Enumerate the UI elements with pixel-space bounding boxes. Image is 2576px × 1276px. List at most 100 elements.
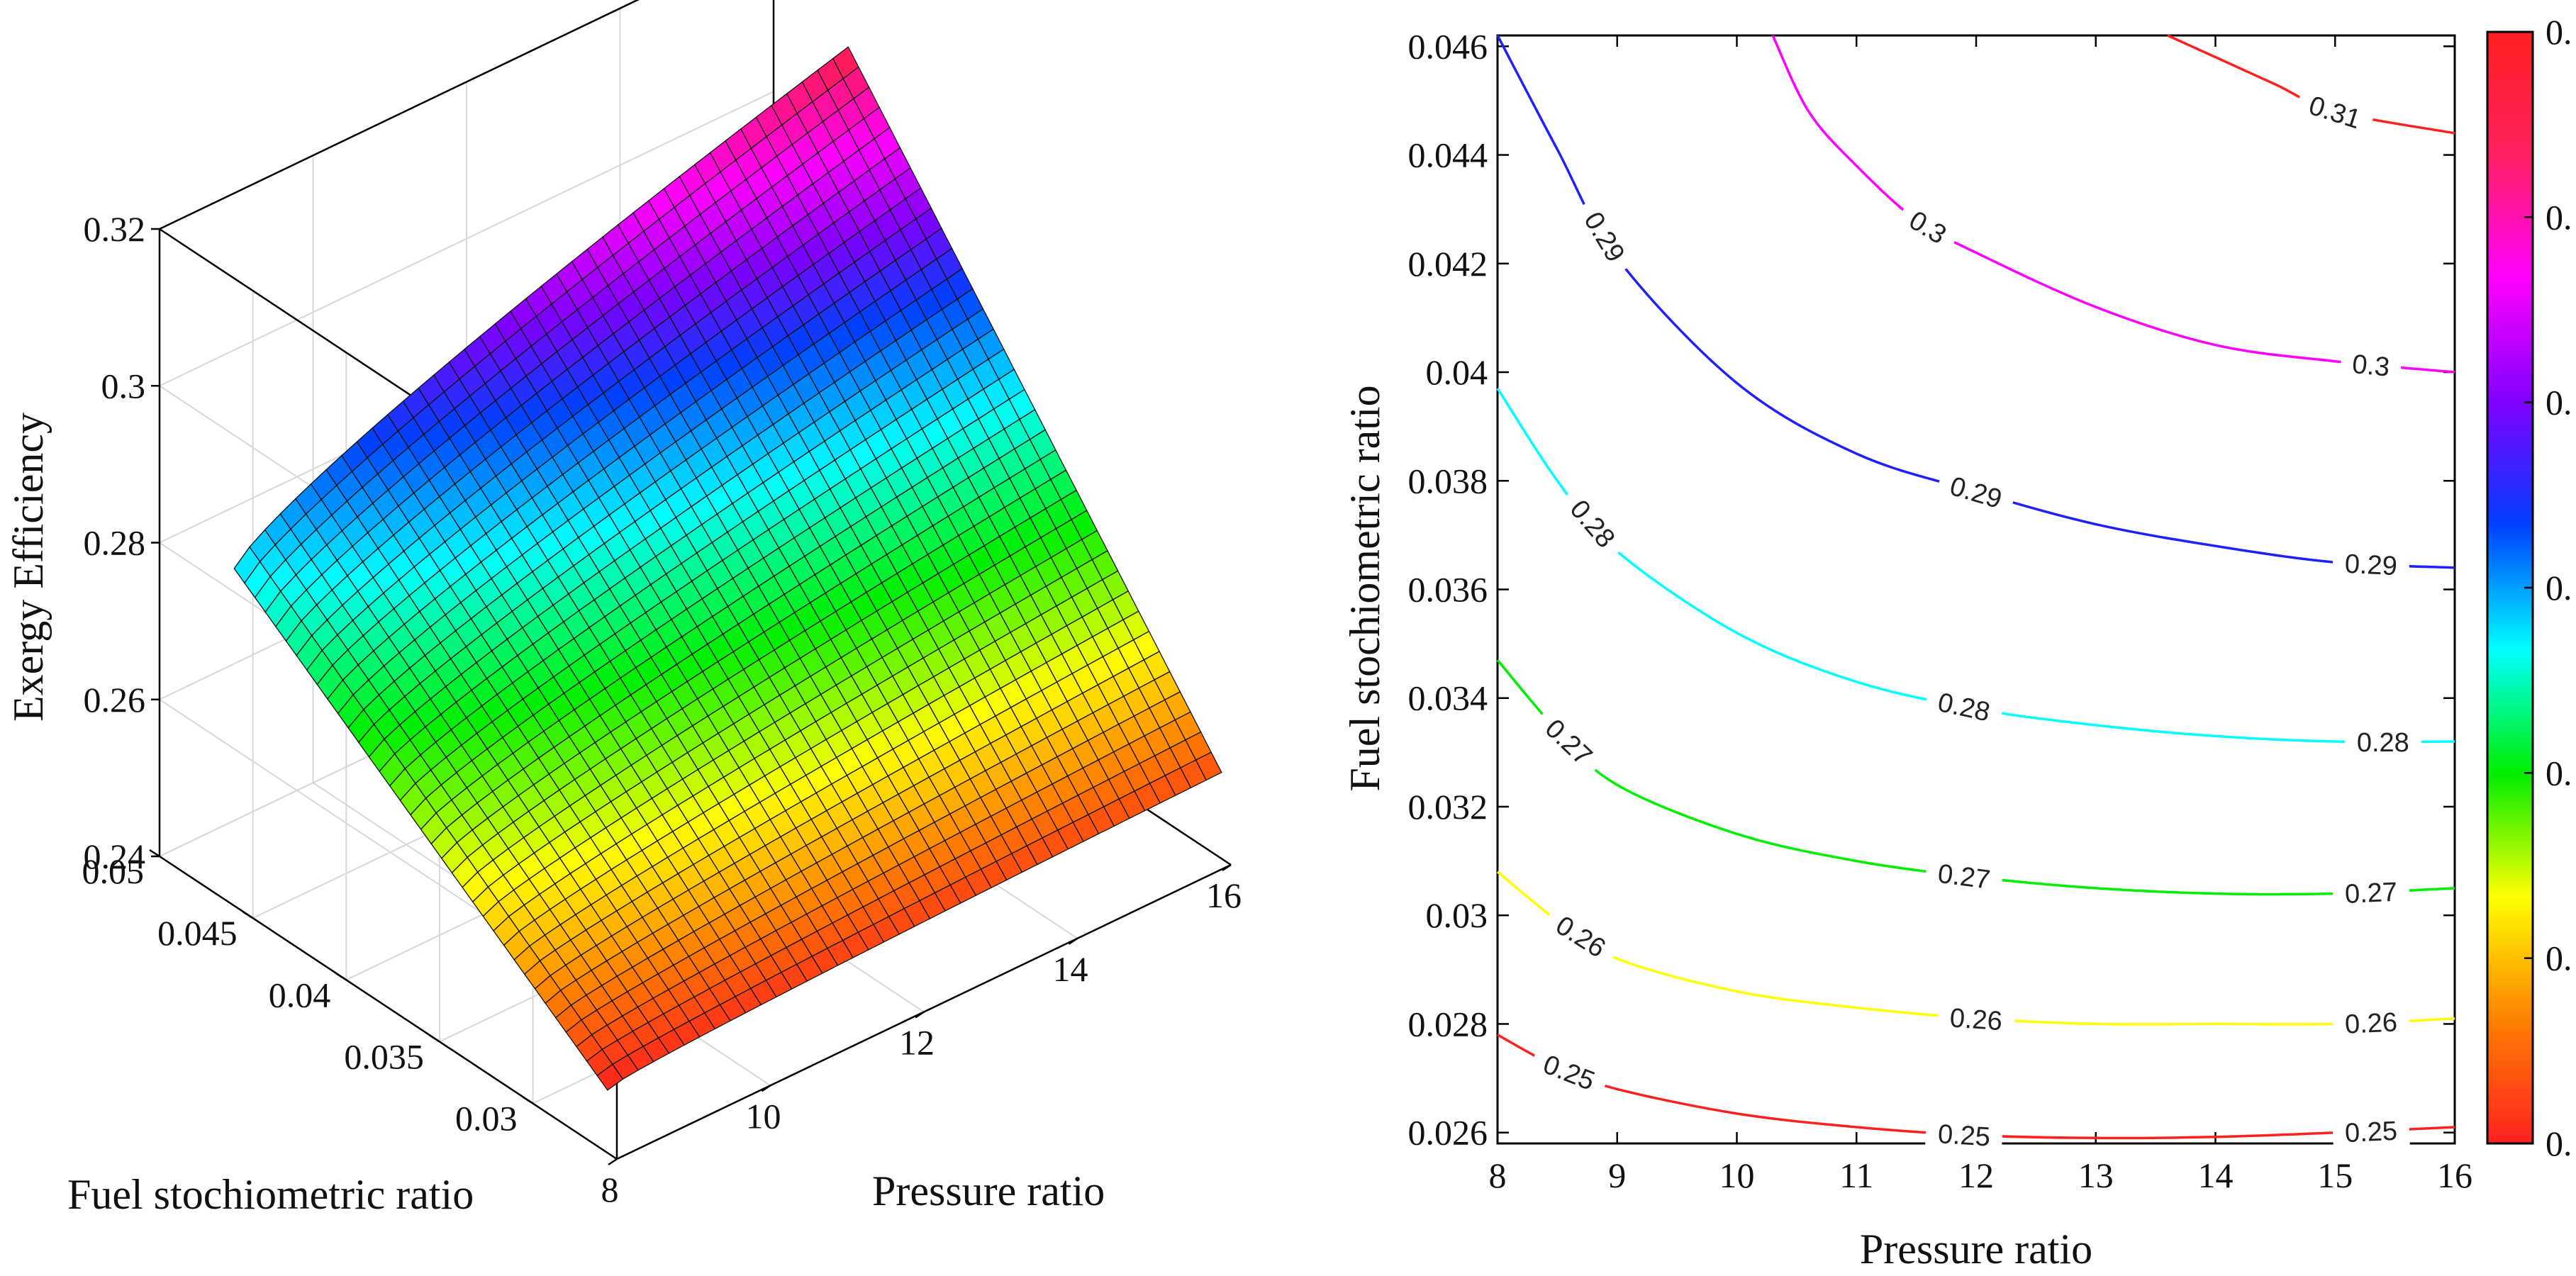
y-tick-label: 0.03 bbox=[455, 1099, 518, 1138]
y-tick-label: 0.032 bbox=[1408, 787, 1488, 827]
box-edge bbox=[159, 855, 618, 1160]
x-tick-label: 14 bbox=[1053, 949, 1088, 989]
z-tick-label: 0.32 bbox=[84, 209, 146, 249]
y-tick-mark bbox=[149, 849, 160, 858]
y-tick-mark bbox=[335, 973, 347, 981]
x-tick-label: 10 bbox=[1719, 1155, 1755, 1195]
x-tick-mark bbox=[1222, 863, 1232, 872]
y-tick-label: 0.04 bbox=[1426, 352, 1488, 392]
contour-label-bg bbox=[2331, 1113, 2410, 1148]
y-tick-label: 0.035 bbox=[344, 1036, 424, 1076]
contour-axes-box bbox=[1496, 34, 2456, 1145]
y-tick-label: 0.038 bbox=[1408, 461, 1488, 500]
box-edge bbox=[159, 0, 640, 230]
contour-label-bg bbox=[1572, 195, 1639, 278]
contour-label: 0.3 bbox=[2351, 349, 2391, 383]
contour-label-group: 0.27 bbox=[1924, 855, 2005, 896]
z-tick-label: 0.26 bbox=[84, 680, 146, 720]
y-tick-label: 0.04 bbox=[269, 975, 331, 1014]
x-tick-label: 13 bbox=[2078, 1155, 2114, 1195]
contour-label-group: 0.27 bbox=[1531, 703, 1608, 780]
colorbar-tick-label: 0. bbox=[2546, 568, 2572, 608]
contour-label-group: 0.25 bbox=[1527, 1043, 1611, 1101]
contour-label: 0.27 bbox=[2344, 878, 2398, 910]
contour-label-group: 0.26 bbox=[1936, 1000, 2016, 1037]
x-tick-label: 12 bbox=[1958, 1155, 1994, 1195]
contour-label-group: 0.27 bbox=[2331, 874, 2410, 910]
x-tick-mark bbox=[608, 1158, 618, 1166]
contour-label-bg bbox=[2331, 547, 2410, 581]
contour-label-bg bbox=[1936, 1000, 2016, 1037]
contour-label-bg bbox=[1556, 483, 1630, 563]
contour-x-axis-label: Pressure ratio bbox=[1860, 1226, 2092, 1272]
y-tick-label: 0.042 bbox=[1408, 244, 1488, 284]
y-tick-mark bbox=[522, 1096, 534, 1104]
contour-label: 0.25 bbox=[1937, 1119, 1991, 1152]
contour-label-group: 0.26 bbox=[2331, 1004, 2410, 1040]
contour-label-bg bbox=[1540, 902, 1622, 970]
y-tick-label: 0.028 bbox=[1408, 1004, 1488, 1043]
y-tick-label: 0.026 bbox=[1408, 1113, 1488, 1153]
contour-label: 0.28 bbox=[2357, 728, 2409, 758]
surface-y-axis-label: Fuel stochiometric ratio bbox=[67, 1171, 474, 1218]
contour-lines bbox=[1496, 34, 2455, 1140]
contour-line-0.31 bbox=[2167, 34, 2455, 135]
x-tick-label: 14 bbox=[2198, 1155, 2234, 1195]
contour-label-group: 0.28 bbox=[1556, 483, 1630, 563]
contour-label-bg bbox=[1531, 703, 1608, 780]
contour-y-axis-label: Fuel stochiometric ratio bbox=[1342, 385, 1388, 791]
x-tick-label: 8 bbox=[601, 1170, 619, 1209]
colorbar-tick-label: 0. bbox=[2546, 383, 2572, 422]
contour-label: 0.29 bbox=[2344, 549, 2398, 581]
colorbar-tick-label: 0. bbox=[2546, 753, 2572, 793]
colorbar: 0. 0. 0. 0. 0. 0. 0. bbox=[2486, 12, 2572, 1163]
surface-mesh bbox=[233, 46, 1222, 1091]
contour-label-group: 0.3 bbox=[1894, 197, 1963, 256]
surface-plot: 0.32 0.3 0.28 0.26 0.240.05 0.045 0.04 0.035 0.0… bbox=[5, 0, 1242, 1218]
contour-line-0.3 bbox=[1771, 35, 2455, 374]
colorbar-tick-label: 0. bbox=[2546, 1124, 2572, 1163]
surface-x-axis-label: Pressure ratio bbox=[872, 1168, 1105, 1214]
y-tick-mark bbox=[242, 911, 254, 919]
contour-label-group: 0.25 bbox=[2331, 1113, 2410, 1148]
contour-label: 0.29 bbox=[1946, 471, 2005, 515]
colorbar-tick-label: 0. bbox=[2546, 12, 2572, 52]
x-tick-label: 8 bbox=[1489, 1155, 1507, 1195]
x-tick-label: 11 bbox=[1839, 1155, 1873, 1195]
x-tick-label: 15 bbox=[2317, 1155, 2353, 1195]
contour-label: 0.31 bbox=[2305, 91, 2364, 135]
x-tick-mark bbox=[761, 1085, 771, 1092]
contour-label-group: 0.28 bbox=[2344, 726, 2421, 758]
x-tick-mark bbox=[1068, 937, 1078, 945]
contour-label-group: 0.29 bbox=[2331, 547, 2410, 581]
contour-label: 0.25 bbox=[2344, 1116, 2398, 1148]
contour-label-group: 0.25 bbox=[1924, 1116, 2004, 1153]
y-tick-label: 0.036 bbox=[1408, 570, 1488, 610]
contour-label-bg bbox=[2294, 85, 2377, 138]
contour-label-bg bbox=[1527, 1043, 1611, 1101]
contour-label-group: 0.28 bbox=[1923, 683, 2005, 729]
contour-label-bg bbox=[1924, 855, 2005, 896]
contour-label: 0.28 bbox=[1935, 688, 1992, 727]
contour-label: 0.26 bbox=[1949, 1003, 2004, 1036]
contour-label-group: 0.3 bbox=[2339, 346, 2403, 384]
z-tick-label: 0.28 bbox=[84, 523, 146, 563]
contour-label: 0.26 bbox=[2344, 1007, 2398, 1039]
x-tick-mark bbox=[915, 1011, 925, 1019]
contour-label-bg bbox=[2331, 1004, 2410, 1040]
y-tick-label: 0.034 bbox=[1408, 678, 1488, 718]
contour-label-group: 0.26 bbox=[1540, 902, 1622, 970]
contour-label-bg bbox=[2331, 874, 2410, 910]
surface-patch bbox=[1195, 751, 1222, 781]
contour-label: 0.27 bbox=[1936, 859, 1992, 895]
contour-labels: 0.25 0.25 0.25 0.26 0.26 0.26 0.27 0.27 0.27 0.28… bbox=[1527, 85, 2421, 1153]
contour-label-bg bbox=[2339, 346, 2403, 384]
contour-label-bg bbox=[2344, 726, 2421, 757]
x-tick-label: 10 bbox=[746, 1096, 781, 1136]
x-tick-label: 9 bbox=[1608, 1155, 1626, 1195]
contour-label-bg bbox=[1894, 197, 1963, 256]
surface-z-axis-label: Exergy Efficiency bbox=[5, 413, 52, 722]
contour-label-group: 0.29 bbox=[1572, 195, 1639, 278]
colorbar-tick-label: 0. bbox=[2546, 939, 2572, 978]
